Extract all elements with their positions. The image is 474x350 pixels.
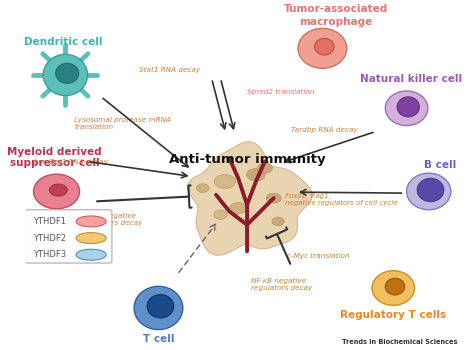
- Text: Myeloid derived
suppressor cell: Myeloid derived suppressor cell: [7, 147, 101, 168]
- Text: B cell: B cell: [424, 160, 456, 170]
- Text: Tardbp RNA decay: Tardbp RNA decay: [292, 127, 358, 133]
- Text: Dendritic cell: Dendritic cell: [24, 37, 102, 47]
- Ellipse shape: [230, 202, 246, 214]
- Ellipse shape: [76, 233, 106, 244]
- Ellipse shape: [76, 249, 106, 260]
- Ellipse shape: [372, 271, 415, 305]
- Ellipse shape: [43, 54, 88, 96]
- Ellipse shape: [298, 28, 347, 68]
- Ellipse shape: [257, 163, 273, 173]
- Ellipse shape: [214, 175, 236, 188]
- Text: c-Myc translation: c-Myc translation: [287, 253, 349, 259]
- Text: T cell: T cell: [143, 334, 174, 344]
- Text: Natural killer cell: Natural killer cell: [360, 74, 462, 84]
- Ellipse shape: [49, 184, 67, 196]
- Ellipse shape: [272, 217, 284, 226]
- Text: YTHDF3: YTHDF3: [34, 250, 67, 259]
- Ellipse shape: [407, 173, 451, 210]
- Text: YTHDF2: YTHDF2: [34, 233, 66, 243]
- Ellipse shape: [76, 216, 106, 227]
- Text: Anti-tumor immunity: Anti-tumor immunity: [169, 153, 325, 166]
- Text: NF-κB negative
regulators decay: NF-κB negative regulators decay: [81, 213, 142, 226]
- Ellipse shape: [214, 210, 227, 219]
- Text: Trends in Biochemical Sciences: Trends in Biochemical Sciences: [342, 339, 457, 345]
- Text: Foxo1, Rag1,
negative regulators of cell cycle: Foxo1, Rag1, negative regulators of cell…: [285, 193, 397, 206]
- Text: Stat1 RNA decay: Stat1 RNA decay: [139, 67, 200, 73]
- Ellipse shape: [315, 38, 334, 55]
- Ellipse shape: [417, 178, 444, 202]
- Ellipse shape: [397, 97, 419, 117]
- Text: Spred2 translation: Spred2 translation: [247, 89, 314, 95]
- Polygon shape: [188, 142, 312, 255]
- Ellipse shape: [266, 193, 281, 203]
- Ellipse shape: [197, 184, 209, 192]
- Text: Lnc-Dpl3 RNA decay: Lnc-Dpl3 RNA decay: [35, 159, 108, 164]
- Text: YTHDF1: YTHDF1: [34, 217, 66, 226]
- Text: Lysosomal protease mRNA
translation: Lysosomal protease mRNA translation: [74, 117, 171, 130]
- Ellipse shape: [34, 174, 80, 209]
- Text: Tumor-associated
macrophage: Tumor-associated macrophage: [283, 4, 388, 27]
- Ellipse shape: [385, 278, 405, 295]
- Ellipse shape: [55, 63, 79, 83]
- FancyBboxPatch shape: [26, 210, 112, 263]
- Ellipse shape: [134, 286, 183, 330]
- Text: NF-κB negative
regulators decay: NF-κB negative regulators decay: [252, 278, 313, 291]
- Ellipse shape: [147, 295, 173, 318]
- Ellipse shape: [246, 168, 265, 181]
- Text: Regulatory T cells: Regulatory T cells: [340, 310, 447, 320]
- Ellipse shape: [385, 91, 428, 126]
